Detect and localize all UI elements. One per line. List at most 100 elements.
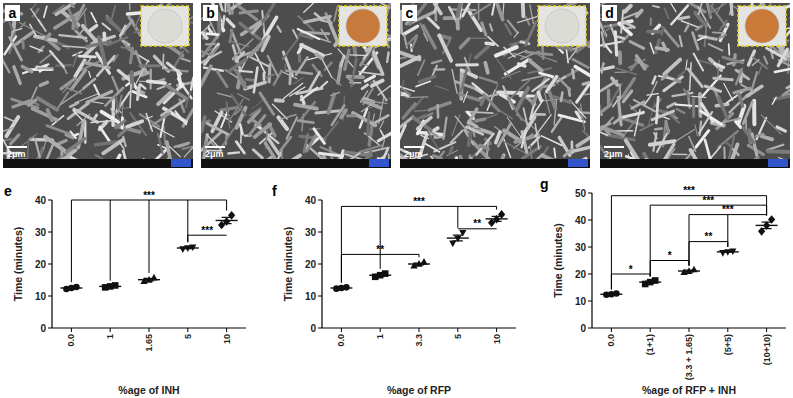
x-tick bbox=[457, 328, 458, 332]
crystal bbox=[616, 68, 637, 74]
x-tick-label: 10 bbox=[492, 334, 502, 344]
y-tick bbox=[588, 247, 592, 248]
crystal bbox=[202, 117, 205, 131]
chart: f0102030400.013.3510%age of RFPTime (min… bbox=[272, 183, 516, 396]
crystal bbox=[367, 112, 369, 135]
logo bbox=[369, 159, 389, 167]
crystal bbox=[276, 98, 283, 102]
y-tick bbox=[588, 193, 592, 194]
crystal bbox=[739, 106, 745, 124]
crystal bbox=[421, 135, 429, 138]
y-tick bbox=[48, 328, 52, 329]
crystal bbox=[110, 6, 115, 24]
significance-label: * bbox=[629, 264, 633, 275]
crystal bbox=[618, 52, 622, 63]
x-tick-label: 1 bbox=[105, 334, 115, 339]
crystal bbox=[228, 3, 231, 13]
x-tick bbox=[689, 328, 690, 332]
crystal bbox=[573, 59, 589, 67]
crystal bbox=[295, 105, 317, 109]
image-bg bbox=[201, 3, 391, 168]
mean-line bbox=[138, 279, 160, 280]
crystal bbox=[530, 146, 532, 161]
crystal bbox=[164, 127, 165, 144]
crystal bbox=[418, 60, 425, 75]
crystal bbox=[419, 76, 434, 82]
crystal bbox=[692, 99, 695, 116]
crystal bbox=[162, 54, 164, 68]
crystal bbox=[304, 3, 314, 12]
inset-disc bbox=[346, 9, 380, 43]
crystal bbox=[502, 71, 520, 78]
crystal bbox=[486, 114, 497, 118]
crystal bbox=[484, 94, 499, 111]
crystal bbox=[59, 35, 86, 38]
y-axis-title: Time (minutes) bbox=[552, 223, 564, 297]
crystal bbox=[684, 89, 689, 96]
crystal bbox=[45, 137, 67, 153]
crystal bbox=[201, 50, 213, 56]
crystal bbox=[622, 78, 634, 97]
crystal bbox=[40, 53, 53, 63]
y-tick bbox=[318, 296, 322, 297]
crystal bbox=[673, 153, 687, 155]
crystal bbox=[507, 118, 522, 140]
crystal bbox=[630, 41, 644, 48]
error-bar bbox=[144, 278, 154, 281]
crystal bbox=[45, 34, 49, 39]
crystal bbox=[334, 6, 338, 21]
crystal bbox=[403, 104, 415, 118]
crystal bbox=[122, 105, 124, 115]
crystal bbox=[718, 131, 737, 147]
crystal bbox=[232, 95, 246, 115]
mean-line bbox=[678, 270, 700, 271]
error-bar bbox=[183, 247, 193, 248]
point bbox=[498, 210, 505, 219]
crystal bbox=[550, 92, 556, 108]
crystal bbox=[600, 64, 605, 73]
crystal bbox=[341, 56, 344, 66]
error-bar bbox=[684, 270, 694, 272]
y-tick-label: 20 bbox=[305, 259, 317, 270]
panel-letter: f bbox=[272, 183, 277, 199]
crystal bbox=[415, 109, 427, 111]
crystal bbox=[767, 145, 783, 150]
crystal bbox=[294, 78, 303, 84]
x-tick bbox=[419, 328, 420, 332]
crystal bbox=[137, 86, 139, 100]
crystal bbox=[112, 77, 118, 92]
crystal bbox=[175, 111, 186, 124]
scale-bar-label: 2μm bbox=[604, 149, 623, 159]
crystal bbox=[10, 37, 22, 60]
logo bbox=[768, 159, 788, 167]
crystal bbox=[576, 112, 580, 119]
crystal bbox=[332, 77, 341, 86]
mean-line bbox=[600, 294, 622, 295]
crystal bbox=[67, 139, 85, 152]
logo bbox=[171, 159, 191, 167]
crystal bbox=[116, 97, 118, 109]
crystal bbox=[654, 133, 657, 139]
crystal bbox=[69, 3, 73, 7]
crystal bbox=[417, 117, 431, 128]
crystal bbox=[255, 124, 271, 137]
crystal bbox=[435, 68, 445, 70]
crystal bbox=[485, 63, 488, 73]
crystal bbox=[240, 11, 257, 13]
significance-bracket bbox=[611, 274, 650, 289]
crystal bbox=[676, 109, 684, 113]
crystal bbox=[22, 137, 34, 146]
crystal bbox=[400, 81, 404, 98]
crystal bbox=[262, 37, 269, 51]
crystal bbox=[414, 118, 431, 130]
crystal bbox=[457, 3, 462, 16]
info-strip bbox=[3, 159, 193, 168]
crystal bbox=[600, 104, 611, 120]
crystal bbox=[524, 108, 529, 129]
error-bar bbox=[105, 286, 115, 287]
crystal bbox=[478, 3, 480, 20]
crystal bbox=[278, 27, 281, 32]
scale-bar-label: 2μm bbox=[205, 149, 224, 159]
y-tick bbox=[588, 274, 592, 275]
crystal bbox=[87, 42, 111, 46]
